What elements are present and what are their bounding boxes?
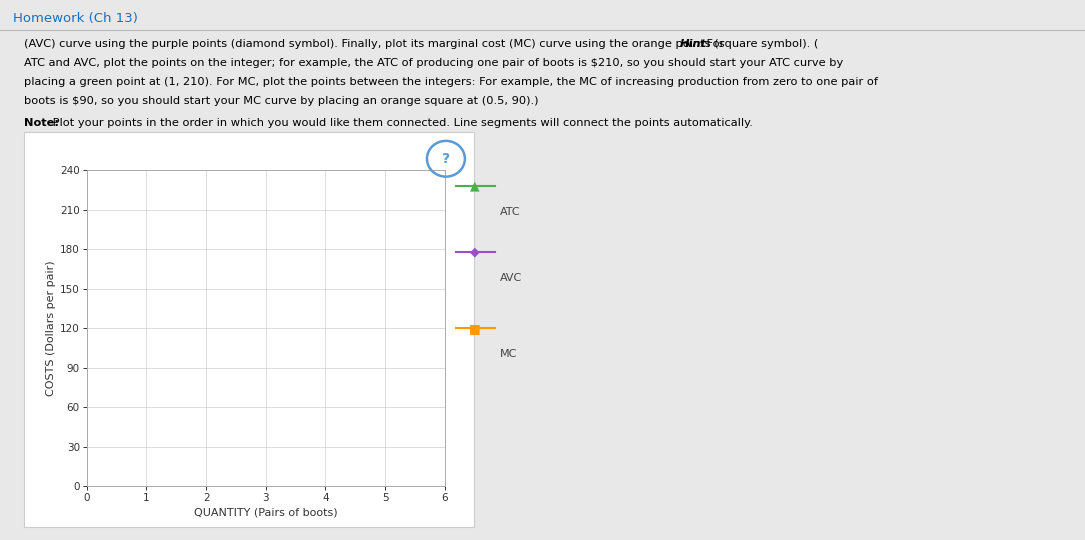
Text: (AVC) curve using the purple points (diamond symbol). Finally, plot its marginal: (AVC) curve using the purple points (dia… [24,39,818,49]
Text: Note:: Note: [24,118,59,128]
X-axis label: QUANTITY (Pairs of boots): QUANTITY (Pairs of boots) [194,507,337,517]
Text: Hint: Hint [680,39,707,49]
Y-axis label: COSTS (Dollars per pair): COSTS (Dollars per pair) [46,260,56,396]
Text: ■: ■ [470,321,481,335]
Text: AVC: AVC [500,273,523,282]
Text: placing a green point at (1, 210). For MC, plot the points between the integers:: placing a green point at (1, 210). For M… [24,77,878,87]
Text: Plot your points in the order in which you would like them connected. Line segme: Plot your points in the order in which y… [49,118,753,128]
Text: ▲: ▲ [471,179,480,192]
Text: ATC: ATC [500,207,521,217]
Text: boots is $90, so you should start your MC curve by placing an orange square at (: boots is $90, so you should start your M… [24,96,538,106]
Text: Homework (Ch 13): Homework (Ch 13) [13,12,138,25]
Text: MC: MC [500,349,518,359]
Text: ◆: ◆ [471,245,480,258]
Text: : For: : For [699,39,724,49]
Text: ?: ? [442,152,450,166]
Text: ATC and AVC, plot the points on the integer; for example, the ATC of producing o: ATC and AVC, plot the points on the inte… [24,58,843,68]
